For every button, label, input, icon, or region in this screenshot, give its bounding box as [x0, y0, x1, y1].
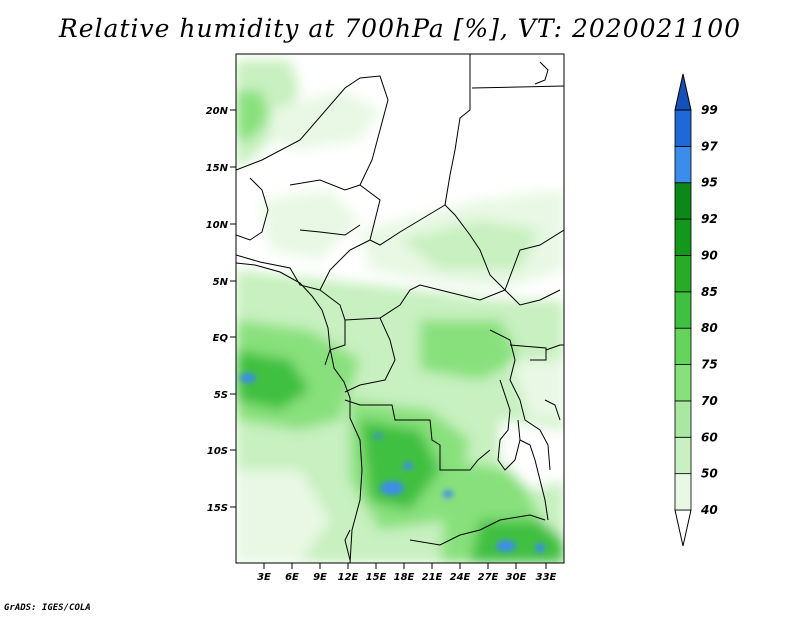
colorbar-label: 95 — [701, 176, 718, 190]
colorbar-label: 60 — [701, 430, 718, 444]
colorbar-label: 70 — [701, 394, 718, 408]
colorbar-segment — [674, 109, 692, 147]
svg-text:12E: 12E — [338, 572, 359, 583]
colorbar-label: 40 — [700, 503, 718, 517]
colorbar-segment — [674, 218, 692, 256]
svg-text:21E: 21E — [422, 572, 443, 583]
svg-text:18E: 18E — [394, 572, 415, 583]
latitude-axis: 20N 15N 10N 5N EQ 5S 10S 15S — [206, 106, 236, 514]
colorbar-segment — [674, 291, 692, 329]
svg-text:9E: 9E — [313, 572, 327, 583]
lon-tick-18e: 18E — [394, 563, 415, 583]
svg-text:3E: 3E — [257, 572, 271, 583]
lat-tick-eq: EQ — [213, 333, 236, 344]
svg-text:6E: 6E — [285, 572, 299, 583]
colorbar-label: 92 — [701, 212, 718, 226]
colorbar-label: 75 — [701, 358, 718, 372]
svg-text:15E: 15E — [366, 572, 387, 583]
colorbar-label: 50 — [701, 467, 718, 481]
lon-tick-30e: 30E — [506, 563, 527, 583]
lat-tick-5n: 5N — [213, 277, 236, 288]
country-borders — [236, 54, 564, 563]
chart-title: Relative humidity at 700hPa [%], VT: 202… — [58, 14, 742, 43]
svg-text:15N: 15N — [206, 163, 229, 174]
lon-tick-12e: 12E — [338, 563, 359, 583]
colorbar-label: 97 — [701, 139, 718, 153]
svg-text:33E: 33E — [536, 572, 557, 583]
colorbar-segment — [674, 364, 692, 402]
colorbar-upper-triangle — [674, 73, 692, 111]
lat-tick-10s: 10S — [207, 446, 236, 457]
lon-tick-33e: 33E — [536, 563, 557, 583]
colorbar-label: 99 — [701, 103, 718, 117]
svg-text:5S: 5S — [214, 390, 228, 401]
svg-text:EQ: EQ — [213, 333, 229, 344]
colorbar-segment — [674, 400, 692, 438]
lon-tick-3e: 3E — [257, 563, 271, 583]
svg-text:24E: 24E — [450, 572, 471, 583]
colorbar-label: 90 — [701, 248, 718, 262]
svg-text:5N: 5N — [213, 277, 229, 288]
grads-credit: GrADS: IGES/COLA — [4, 603, 91, 613]
colorbar-segment — [674, 473, 692, 511]
map-frame — [235, 53, 565, 564]
svg-text:27E: 27E — [478, 572, 499, 583]
lon-tick-24e: 24E — [450, 563, 471, 583]
colorbar-label: 85 — [701, 285, 718, 299]
colorbar: 40 50 60 70 75 80 85 90 92 95 97 99 — [674, 73, 718, 547]
lon-tick-27e: 27E — [478, 563, 499, 583]
svg-text:15S: 15S — [207, 503, 228, 514]
lat-tick-15n: 15N — [206, 163, 236, 174]
colorbar-segment — [674, 436, 692, 475]
colorbar-segment — [674, 327, 692, 365]
colorbar-segment — [674, 182, 692, 220]
lat-tick-15s: 15S — [207, 503, 236, 514]
lon-tick-15e: 15E — [366, 563, 387, 583]
svg-text:10S: 10S — [207, 446, 228, 457]
svg-text:30E: 30E — [506, 572, 527, 583]
colorbar-lower-triangle — [674, 509, 692, 547]
colorbar-segment — [674, 145, 692, 184]
colorbar-label: 80 — [701, 321, 718, 335]
lat-tick-20n: 20N — [206, 106, 236, 117]
svg-text:20N: 20N — [206, 106, 229, 117]
lon-tick-21e: 21E — [422, 563, 443, 583]
lon-tick-6e: 6E — [285, 563, 299, 583]
longitude-axis: 3E 6E 9E 12E 15E 18E 21E 24E 27E 30E 33E — [257, 563, 557, 583]
lon-tick-9e: 9E — [313, 563, 327, 583]
lat-tick-10n: 10N — [206, 220, 236, 231]
lat-tick-5s: 5S — [214, 390, 236, 401]
svg-text:10N: 10N — [206, 220, 229, 231]
colorbar-segment — [674, 255, 692, 293]
humidity-field — [236, 54, 564, 563]
